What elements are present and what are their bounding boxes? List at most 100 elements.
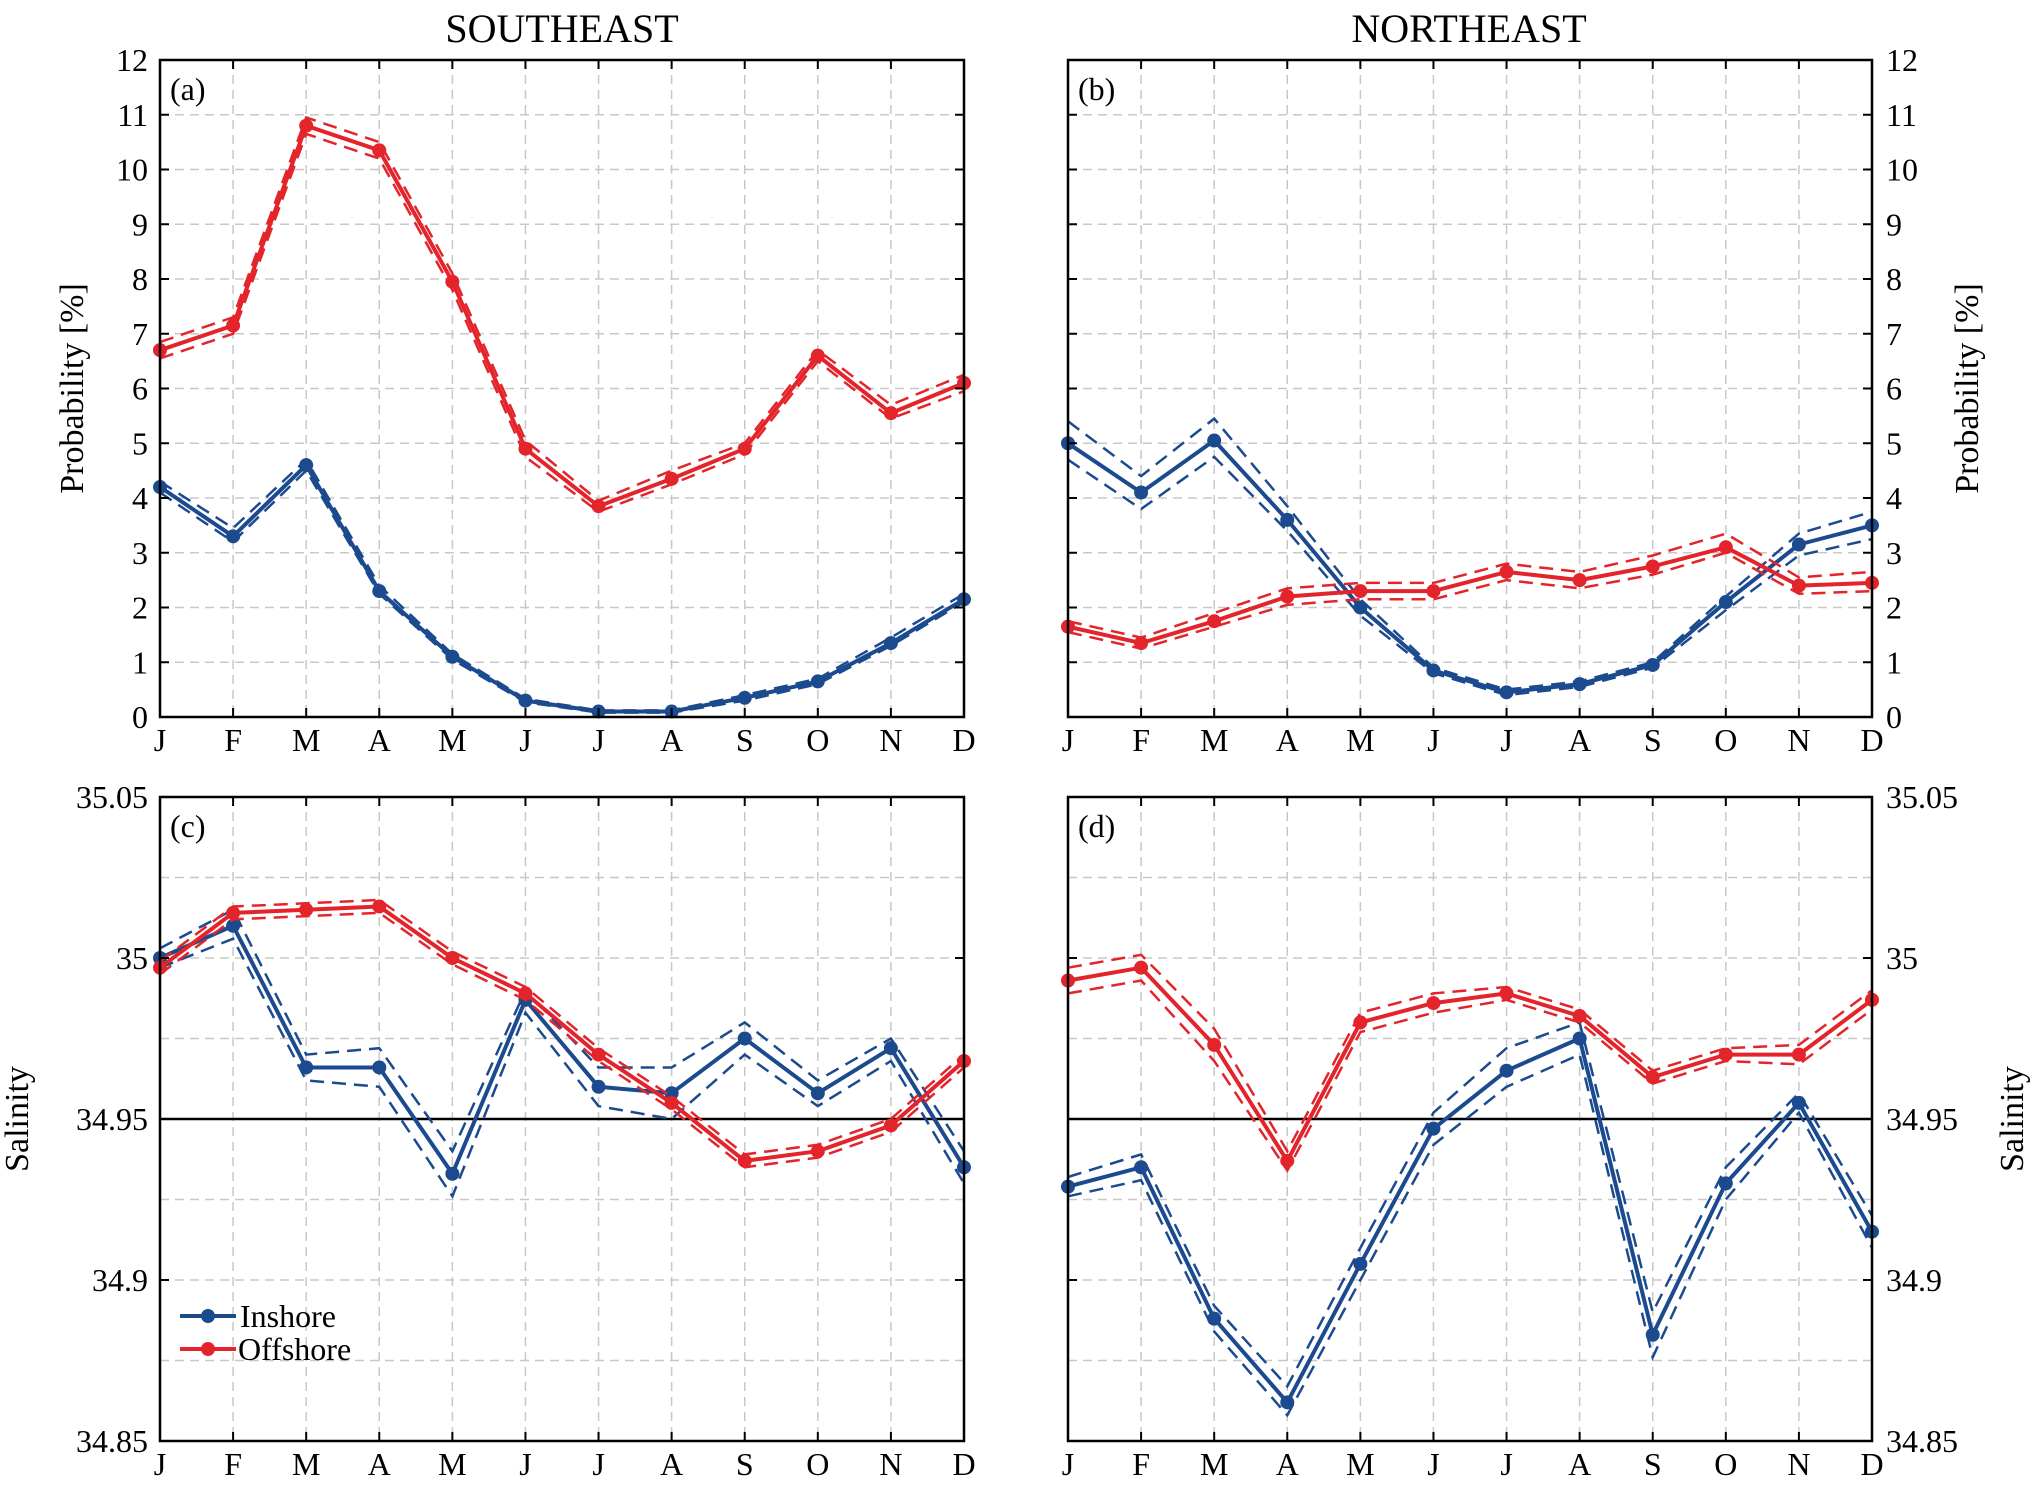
inshore-upper-bound-line [1067,1020,1874,1389]
inshore-point [591,1079,606,1094]
offshore-point [445,951,460,965]
y-axis-title: Probability [%] [54,283,91,494]
panel-label: (a) [170,71,206,107]
offshore-point [1791,578,1806,593]
x-tick-label: O [806,722,829,758]
offshore-point [445,274,460,289]
offshore-upper-bound-line [1067,532,1873,639]
offshore-point [1572,573,1587,588]
offshore-point [299,118,314,133]
y-tick-label: 4 [132,480,148,516]
inshore-point [299,458,314,473]
x-tick-label: D [1860,722,1883,758]
y-tick-label: 8 [1886,261,1902,297]
y-tick-label: 12 [1886,42,1918,78]
title-southeast: SOUTHEAST [445,6,678,51]
offshore-mean-line [1067,965,1874,1163]
x-tick-label: A [368,722,391,758]
y-tick-label: 5 [1886,425,1902,461]
x-tick-label: A [1276,722,1299,758]
x-tick-label: F [1132,1446,1150,1482]
inshore-point [1791,537,1806,552]
inshore-point [1134,485,1149,500]
offshore-point [591,499,606,514]
y-axis-title: Salinity [0,1066,36,1172]
offshore-point [226,905,241,920]
inshore-mean-line [159,923,966,1176]
offshore-point [1645,559,1660,574]
y-tick-label: 12 [116,42,148,78]
offshore-point [1499,564,1514,579]
offshore-point [1134,960,1149,975]
x-tick-label: D [952,1446,975,1482]
inshore-point [810,674,825,689]
y-tick-label: 35 [1886,940,1918,976]
x-tick-label: J [1062,1446,1074,1482]
inshore-lower-bound-line [1067,1052,1874,1418]
offshore-point [1280,589,1295,604]
x-tick-label: A [660,722,683,758]
y-tick-label: 34.9 [1886,1262,1942,1298]
offshore-point [737,441,752,456]
offshore-point [810,348,825,363]
y-tick-label: 4 [1886,480,1902,516]
offshore-point [518,441,533,456]
x-tick-label: J [519,722,531,758]
panel-b-northeast-probability: J F M A M J J A S O N D0123456789101112(b)Probabili… [1061,42,1986,758]
inshore-lower-bound-line [159,937,966,1199]
offshore-point [372,143,387,158]
x-tick-label: F [224,722,242,758]
x-tick-label: A [1568,722,1591,758]
offshore-point [299,902,314,917]
inshore-point [1207,433,1222,448]
offshore-upper-bound-line [159,115,965,503]
inshore-point [226,529,241,544]
x-tick-label: O [1714,722,1737,758]
offshore-point [1353,584,1368,599]
inshore-point [1499,685,1514,700]
inshore-point [1791,1095,1806,1110]
y-tick-label: 34.95 [1886,1101,1958,1137]
x-tick-label: F [224,1446,242,1482]
inshore-point [1572,677,1587,692]
x-tick-label: J [154,1446,166,1482]
inshore-point [1718,1176,1733,1191]
offshore-mean-line [159,123,965,509]
y-tick-label: 11 [117,97,148,133]
inshore-point [1718,595,1733,610]
x-tick-label: S [736,722,754,758]
x-tick-label: A [1568,1446,1591,1482]
inshore-point [1353,600,1368,615]
inshore-point [1645,1327,1660,1342]
x-tick-label: A [1276,1446,1299,1482]
offshore-point [1499,986,1514,1001]
offshore-point [1718,540,1733,555]
x-tick-label: N [1787,1446,1810,1482]
offshore-point [1645,1070,1660,1085]
x-tick-label: O [1714,1446,1737,1482]
offshore-point [372,899,387,914]
offshore-point [1353,1015,1368,1030]
x-tick-label: N [1787,722,1810,758]
y-tick-label: 35 [116,940,148,976]
offshore-point [1207,614,1222,629]
offshore-point [1134,636,1149,651]
x-tick-label: M [1200,722,1228,758]
x-tick-label: N [879,722,902,758]
y-tick-label: 34.9 [92,1262,148,1298]
offshore-point [518,986,533,1001]
x-tick-label: M [1346,1446,1374,1482]
offshore-upper-bound-line [159,898,965,1156]
inshore-point [445,1166,460,1181]
y-tick-label: 11 [1886,97,1917,133]
offshore-upper-bound-line [1067,953,1873,1154]
y-tick-label: 8 [132,261,148,297]
y-tick-label: 6 [132,371,148,407]
x-tick-label: O [806,1446,829,1482]
y-tick-label: 1 [1886,644,1902,680]
x-tick-label: F [1132,722,1150,758]
inshore-point [372,1060,387,1075]
x-tick-label: D [952,722,975,758]
x-tick-label: M [292,1446,320,1482]
